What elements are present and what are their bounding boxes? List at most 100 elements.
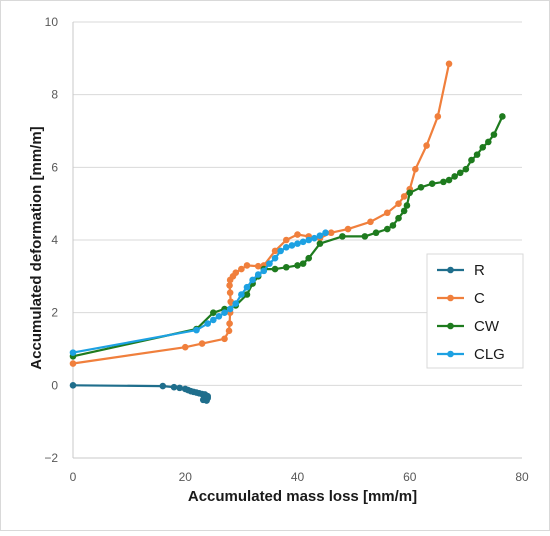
data-point-cw	[299, 260, 307, 267]
data-point-cw	[479, 144, 487, 151]
data-point-c	[227, 298, 235, 306]
data-point-c	[221, 335, 228, 343]
y-tick-label: −2	[44, 451, 58, 465]
tick-labels: −2 0 2 4 6 8 10 0 20 40 60 80	[44, 15, 529, 484]
data-point-cw	[361, 233, 369, 240]
data-point-c	[327, 229, 335, 237]
data-point-r	[69, 382, 77, 389]
data-point-cw	[389, 222, 397, 229]
series-layer	[69, 60, 506, 404]
series-r	[69, 382, 211, 404]
y-tick-label: 0	[51, 378, 58, 392]
legend-marker-cw	[447, 322, 454, 330]
data-point-clg	[294, 240, 301, 247]
x-tick-label: 60	[403, 470, 417, 484]
data-point-c	[445, 60, 453, 68]
x-tick-label: 80	[515, 470, 529, 484]
data-point-clg	[215, 313, 223, 320]
data-point-c	[254, 262, 262, 270]
data-point-clg	[316, 232, 324, 239]
data-point-cw	[445, 176, 453, 184]
x-tick-label: 0	[70, 470, 77, 484]
y-tick-label: 4	[51, 233, 58, 247]
data-point-c	[181, 343, 189, 351]
data-point-cw	[440, 178, 447, 186]
data-point-clg	[221, 309, 228, 316]
x-tick-label: 40	[291, 470, 305, 484]
x-axis-title: Accumulated mass loss [mm/m]	[188, 488, 417, 505]
data-point-cw	[384, 225, 391, 233]
data-point-clg	[277, 247, 284, 255]
data-point-cw	[462, 165, 470, 173]
data-point-cw	[428, 180, 436, 187]
y-tick-label: 10	[45, 15, 59, 29]
data-point-clg	[226, 305, 234, 313]
data-point-cw	[271, 265, 279, 273]
data-point-clg	[193, 326, 200, 334]
data-point-c	[198, 340, 206, 347]
data-point-cw	[372, 229, 380, 237]
data-point-clg	[282, 243, 290, 251]
data-point-c	[384, 209, 391, 217]
data-point-c	[400, 193, 408, 200]
data-point-clg	[249, 276, 256, 284]
legend-marker-c	[447, 294, 454, 302]
legend-marker-clg	[447, 350, 454, 358]
data-point-cw	[400, 207, 408, 215]
data-point-cw	[339, 233, 346, 240]
data-point-cw	[456, 169, 464, 177]
data-point-c	[226, 282, 233, 289]
data-point-clg	[288, 242, 296, 249]
data-point-c	[423, 142, 430, 149]
data-point-c	[238, 265, 245, 273]
data-point-r	[201, 391, 209, 398]
data-point-cw	[316, 240, 324, 247]
legend-box	[426, 253, 524, 369]
legend: RC CW CLG	[426, 253, 524, 369]
legend-label-cw: CW	[474, 318, 500, 335]
legend-label-clg: CLG	[474, 346, 505, 363]
data-point-cw	[485, 138, 492, 146]
data-point-clg	[254, 271, 262, 278]
data-point-cw	[499, 113, 506, 120]
data-point-clg	[305, 236, 313, 244]
data-point-cw	[403, 202, 411, 209]
data-point-clg	[271, 254, 279, 262]
data-point-c	[226, 320, 233, 327]
data-point-clg	[311, 234, 318, 242]
data-point-cw	[451, 173, 458, 180]
data-point-c	[294, 231, 301, 238]
x-tick-label: 20	[179, 470, 193, 484]
y-tick-label: 6	[51, 160, 58, 174]
data-point-c	[344, 225, 352, 233]
data-point-clg	[238, 291, 245, 298]
data-point-clg	[204, 320, 211, 327]
legend-marker-r	[447, 266, 454, 274]
data-point-c	[232, 269, 240, 277]
data-point-cw	[243, 291, 251, 298]
data-point-cw	[468, 156, 475, 164]
data-point-cw	[395, 214, 402, 222]
data-point-r	[176, 384, 183, 392]
data-point-c	[395, 200, 402, 207]
legend-label-c: C	[474, 290, 485, 307]
series-cw	[69, 113, 506, 360]
data-point-clg	[243, 283, 251, 291]
data-point-r	[170, 383, 178, 391]
data-point-c	[226, 289, 234, 296]
data-point-c	[412, 165, 419, 173]
legend-label-r: R	[474, 262, 485, 279]
data-point-c	[271, 247, 279, 255]
data-point-cw	[417, 184, 425, 191]
data-point-c	[367, 218, 374, 226]
data-point-cw	[305, 254, 313, 262]
data-point-c	[282, 236, 290, 244]
data-point-cw	[406, 189, 414, 197]
data-point-clg	[210, 316, 217, 324]
data-point-clg	[260, 267, 268, 275]
data-point-clg	[266, 260, 273, 267]
series-clg	[69, 229, 329, 356]
data-point-c	[243, 262, 251, 269]
data-point-clg	[232, 300, 240, 307]
